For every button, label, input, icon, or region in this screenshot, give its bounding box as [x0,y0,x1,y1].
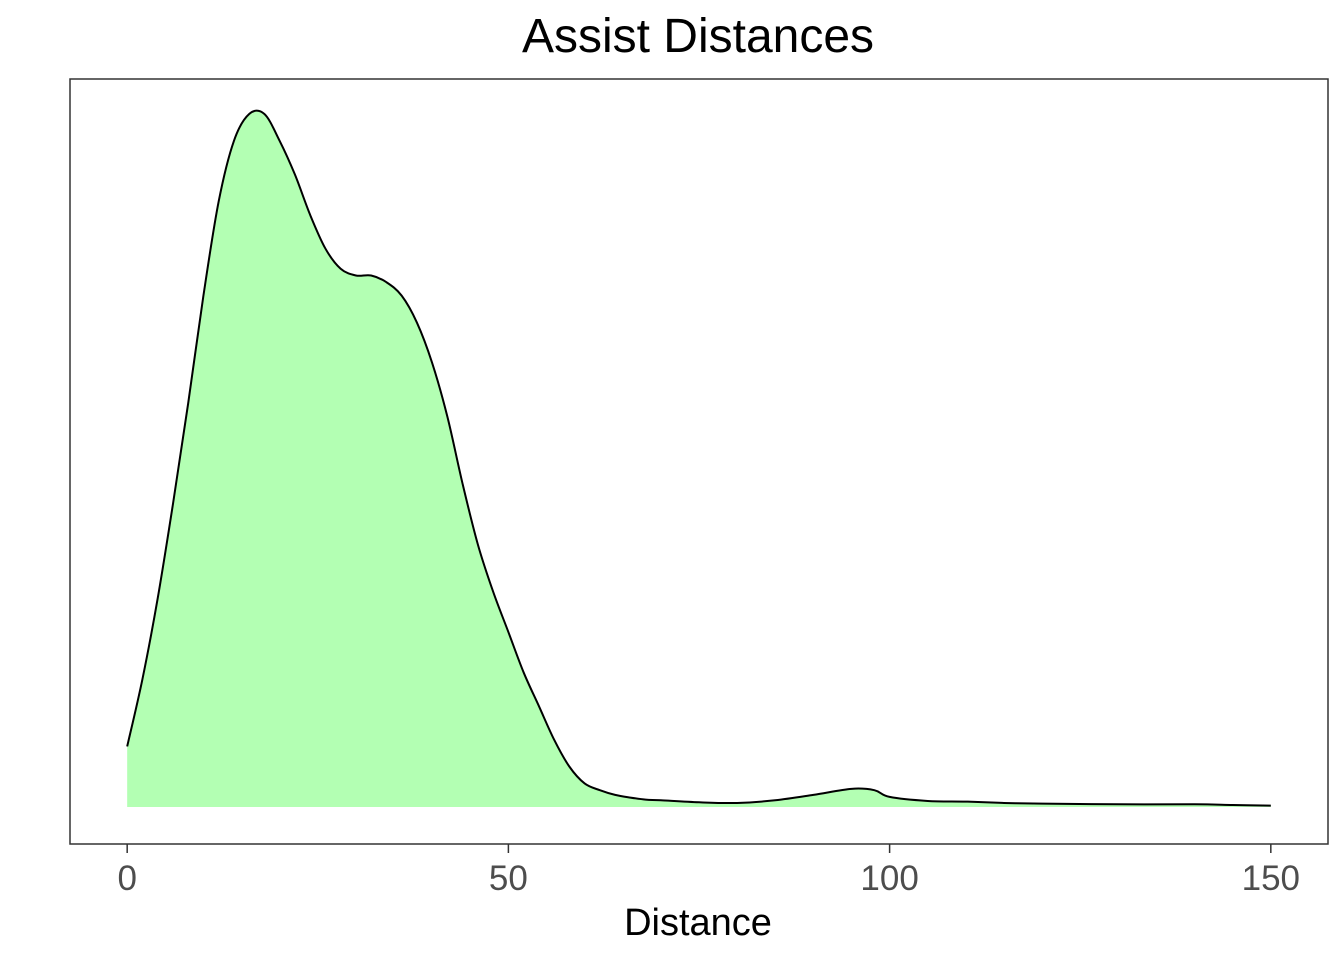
density-area [127,110,1271,807]
plot-layer [126,109,1271,807]
x-axis: 0 50 100 150 [117,844,1300,898]
x-tick-label: 0 [117,859,136,898]
x-tick-label: 150 [1242,859,1300,898]
x-tick-label: 50 [489,859,528,898]
x-tick-label: 100 [860,859,918,898]
density-line [126,109,1271,807]
chart-title: Assist Distances [522,10,874,63]
x-axis-label: Distance [624,902,772,944]
